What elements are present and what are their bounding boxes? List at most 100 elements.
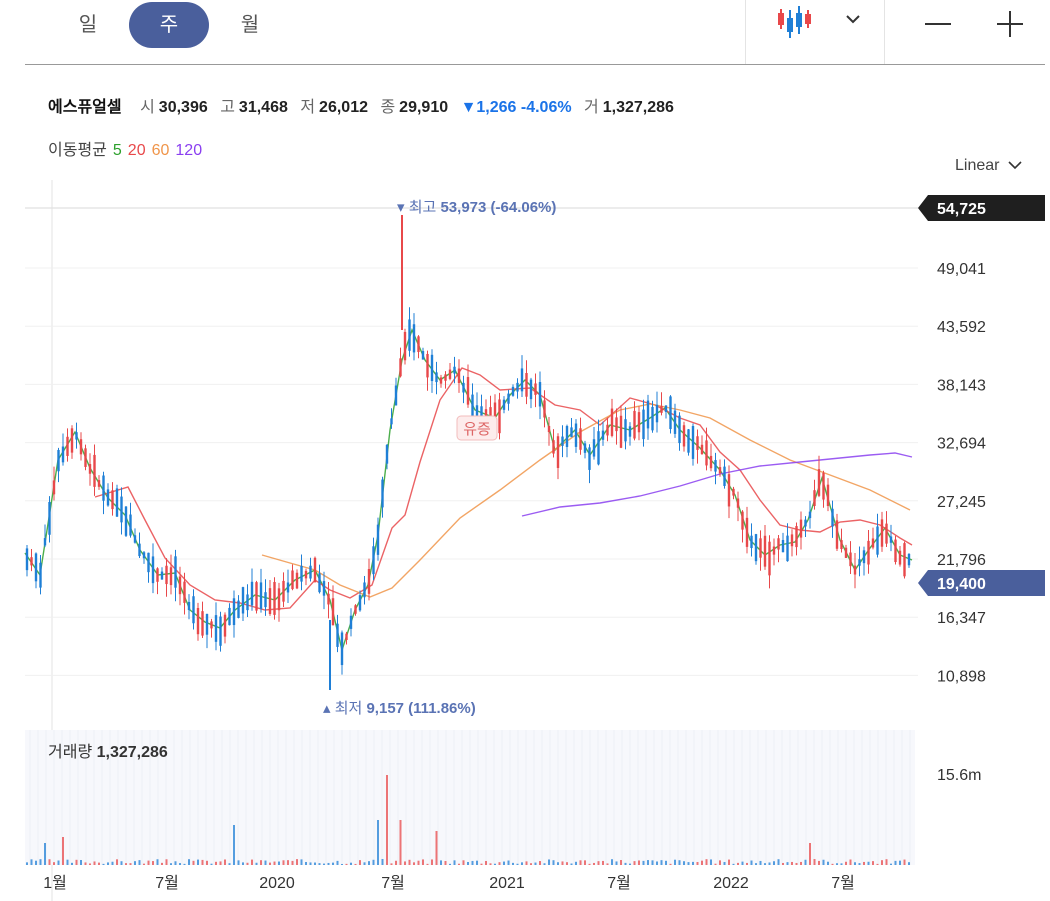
top-toolbar: 일 주 월 — [0, 0, 1050, 64]
volume-bar — [800, 861, 802, 865]
moving-average-legend: 이동평균 5 20 60 120 — [48, 136, 202, 160]
candle-body — [259, 582, 263, 609]
volume-bar — [620, 860, 622, 865]
candle-body — [871, 538, 875, 548]
candle-body — [700, 444, 704, 455]
candle-body — [426, 353, 429, 378]
volume-bar — [269, 862, 271, 865]
low-value: 26,012 — [319, 99, 368, 116]
volume-bar — [399, 820, 402, 865]
candle-body — [804, 519, 807, 527]
volume-bar — [899, 860, 901, 865]
volume-bar — [197, 859, 199, 865]
candle-body — [462, 382, 465, 393]
y-tick-label: 38,143 — [937, 377, 986, 394]
candle-body — [768, 541, 771, 576]
volume-bar — [710, 859, 712, 865]
candle-body — [750, 535, 753, 549]
candle-body — [732, 488, 735, 496]
tab-daily[interactable]: 일 — [78, 14, 98, 36]
volume-bar — [120, 861, 123, 865]
candle-body — [169, 567, 173, 586]
candle-body — [264, 592, 267, 608]
tab-weekly[interactable]: 주 — [129, 2, 209, 48]
candle-body — [156, 568, 159, 582]
volume-bar — [210, 863, 213, 865]
volume-bar — [102, 863, 105, 865]
candle-body — [741, 511, 744, 530]
volume-bar — [134, 861, 136, 865]
candle-body — [565, 426, 569, 448]
candle-body — [822, 472, 825, 500]
volume-bar — [350, 862, 352, 865]
candle-body — [466, 377, 470, 405]
ma-20[interactable]: 20 — [127, 142, 146, 159]
volume-bar — [404, 861, 406, 865]
candle-body — [129, 514, 132, 536]
candle-body — [210, 621, 213, 629]
candle-body — [201, 611, 204, 636]
volume-bar — [39, 859, 42, 865]
volume-bar — [584, 860, 586, 865]
y-tick-label: 43,592 — [937, 319, 986, 336]
candle-body — [475, 405, 479, 419]
volume-bar — [341, 863, 343, 865]
volume-bar — [246, 862, 249, 865]
candle-body — [304, 570, 308, 579]
ma-label: 이동평균 — [48, 142, 107, 159]
volume-bar — [170, 863, 172, 865]
candle-body — [844, 547, 848, 558]
volume-bar — [503, 861, 505, 865]
candle-body — [120, 496, 123, 523]
candlestick-icon[interactable] — [778, 6, 811, 38]
candle-body — [48, 501, 51, 535]
candle-body — [538, 382, 542, 407]
scale-selector[interactable]: Linear — [955, 157, 1022, 175]
candle-body — [606, 424, 609, 436]
candle-body — [790, 534, 794, 547]
volume-bar — [858, 863, 861, 865]
volume-bar — [854, 862, 856, 865]
volume-bar — [152, 861, 154, 865]
stock-name: 에스퓨얼셀 — [48, 99, 122, 116]
candle-body — [646, 400, 650, 429]
ma-60[interactable]: 60 — [151, 142, 170, 159]
candle-body — [165, 565, 168, 585]
candle-body — [390, 418, 393, 425]
ma-5[interactable]: 5 — [112, 142, 122, 159]
candle-body — [583, 443, 587, 453]
candle-body — [106, 489, 110, 506]
candle-body — [745, 517, 749, 547]
ma120-line — [521, 452, 913, 517]
close-value: 29,910 — [399, 99, 449, 116]
volume-bar — [381, 859, 384, 865]
y-tick-label: 49,041 — [937, 261, 986, 278]
candle-body — [754, 534, 758, 562]
volume-bar — [791, 861, 793, 865]
volume-bar — [575, 861, 577, 865]
candle-body — [561, 436, 564, 446]
candle-body — [363, 582, 366, 598]
candle-body — [61, 446, 65, 463]
x-tick-label: 7월 — [831, 874, 855, 892]
candle-body — [354, 605, 357, 614]
candle-body — [484, 409, 488, 422]
tab-monthly[interactable]: 월 — [240, 14, 260, 36]
volume-bar — [498, 862, 501, 865]
candle-body — [579, 428, 582, 450]
volume-bar — [593, 862, 595, 865]
volume-bar — [98, 862, 100, 865]
chevron-down-icon[interactable] — [846, 15, 860, 24]
volume-bar — [566, 862, 568, 865]
candle-body — [889, 536, 893, 543]
volume-bar — [359, 860, 361, 865]
volume-bar — [53, 862, 55, 865]
plus-icon[interactable] — [997, 11, 1023, 37]
ma-120[interactable]: 120 — [175, 142, 203, 159]
price-summary: 에스퓨얼셀 시 30,396 고 31,468 저 26,012 종 29,910 ▼1… — [48, 93, 682, 117]
candle-body — [673, 410, 677, 434]
candle-body — [786, 535, 789, 562]
volume-bar — [336, 860, 339, 865]
candle-body — [610, 408, 614, 436]
volume-bar — [507, 860, 510, 865]
